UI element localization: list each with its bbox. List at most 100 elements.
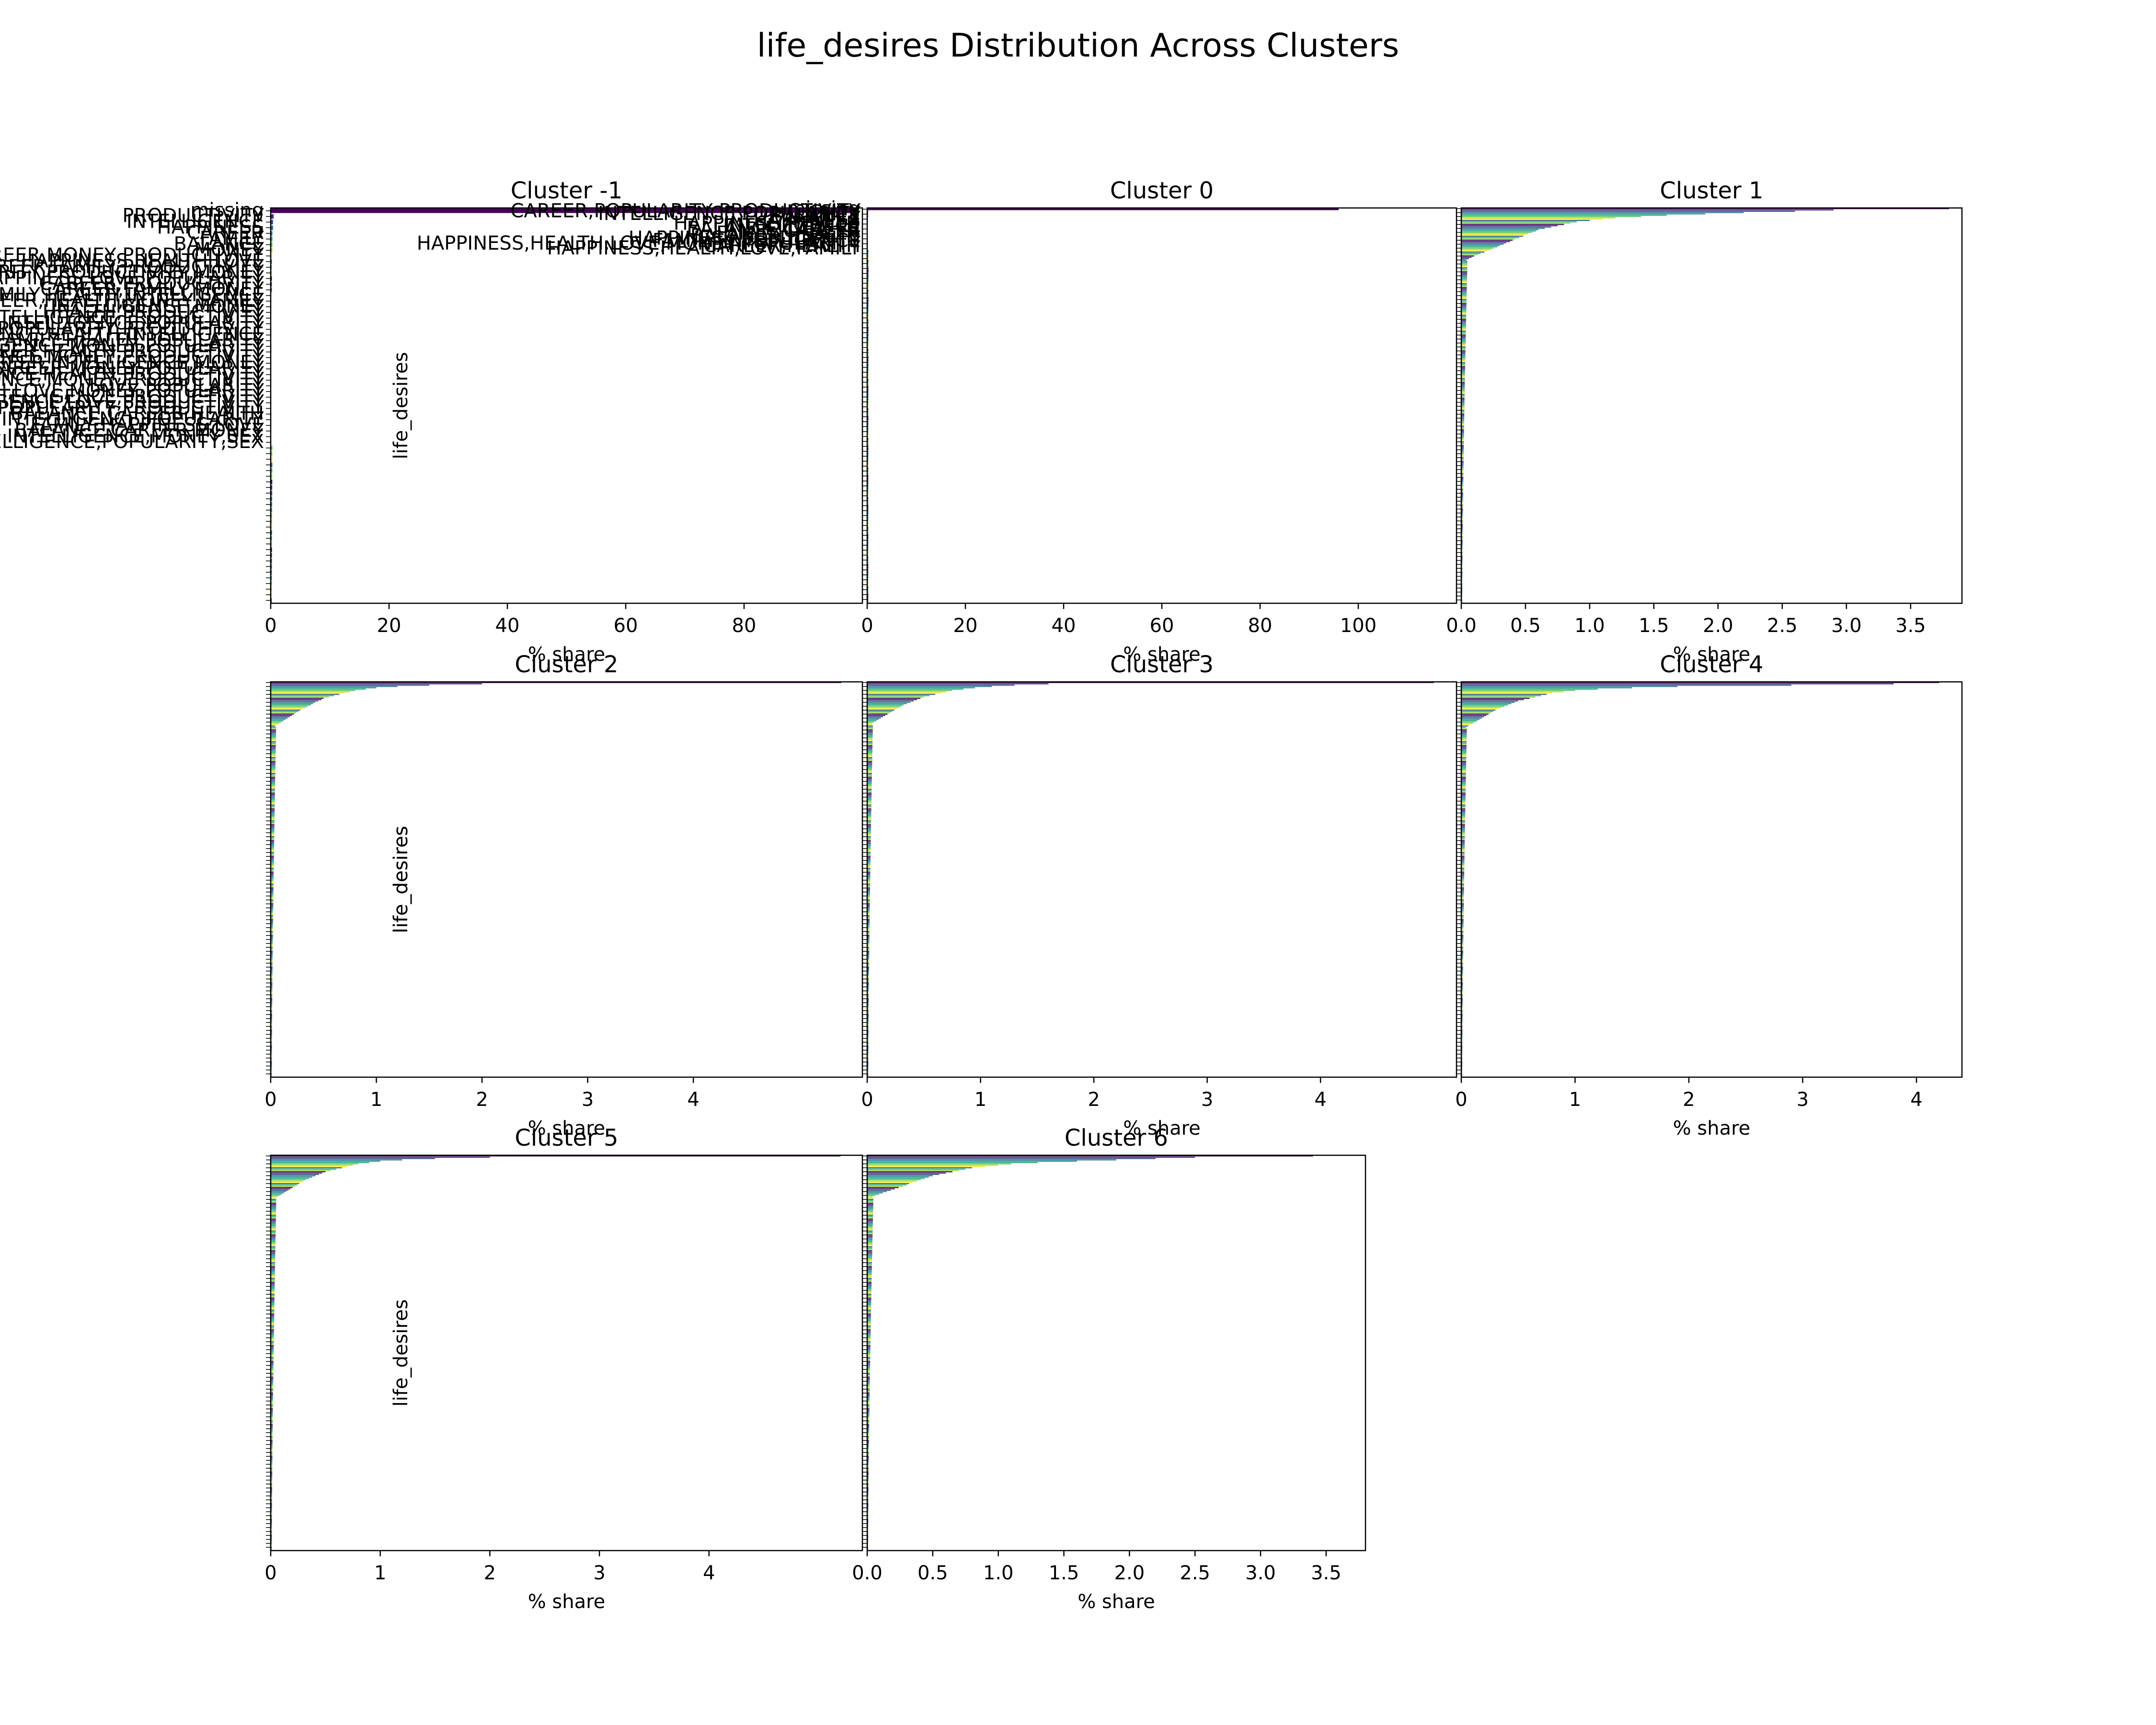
bar xyxy=(271,1167,342,1169)
bar xyxy=(271,814,275,815)
bar xyxy=(867,458,869,460)
bar xyxy=(271,1496,272,1498)
bar xyxy=(867,753,872,754)
bar xyxy=(867,512,869,514)
x-axis: 0.0 0.5 1.0 1.5 2.0 2.5 3.0 3.5 xyxy=(852,1551,1342,1584)
bar xyxy=(867,1444,869,1445)
bar xyxy=(867,1019,869,1021)
bar xyxy=(271,899,274,901)
bar xyxy=(1461,460,1464,461)
bar xyxy=(867,695,930,696)
bar xyxy=(271,237,273,242)
bar xyxy=(1461,341,1466,343)
bar xyxy=(1461,994,1463,996)
bar xyxy=(271,1358,274,1359)
bar xyxy=(867,289,869,292)
bar xyxy=(271,775,275,777)
bar xyxy=(271,1382,274,1383)
bar xyxy=(1461,382,1465,383)
bar xyxy=(867,928,870,930)
bar xyxy=(867,691,947,692)
bar xyxy=(271,1498,272,1499)
bar xyxy=(867,1377,870,1378)
bar xyxy=(1461,902,1464,903)
bar xyxy=(271,1010,273,1012)
bar xyxy=(867,1166,986,1167)
category-label: FAMILY,HAPPINESS,LOVE xyxy=(30,414,264,436)
bar xyxy=(867,1197,874,1199)
bar xyxy=(867,865,871,866)
bar xyxy=(1461,958,1463,960)
bar xyxy=(271,779,275,781)
bar xyxy=(1461,906,1464,907)
bar xyxy=(271,882,274,884)
bar xyxy=(1461,246,1498,248)
bar xyxy=(271,897,274,898)
bar xyxy=(1461,458,1464,460)
bar xyxy=(271,872,274,873)
category-label: CAREER,MONEY,POPULARITY xyxy=(0,357,264,380)
bar xyxy=(867,1155,1313,1157)
bar xyxy=(867,472,869,475)
bar xyxy=(1461,779,1466,781)
bar xyxy=(271,1338,274,1340)
bar xyxy=(867,1352,871,1353)
bar xyxy=(271,446,273,450)
bar xyxy=(1461,366,1466,368)
bar xyxy=(867,307,869,309)
bar xyxy=(271,795,275,796)
category-label: BALANCE,HEALTH xyxy=(690,225,860,247)
bar xyxy=(1461,473,1464,474)
axes-frame xyxy=(1460,681,1963,1078)
bar xyxy=(271,1359,274,1361)
bar xyxy=(1461,295,1467,296)
bar xyxy=(1461,436,1464,437)
x-tick-label: 20 xyxy=(953,615,978,637)
bar xyxy=(867,435,869,438)
bar xyxy=(867,935,870,936)
bar xyxy=(1461,889,1464,890)
bar xyxy=(867,332,869,334)
bar xyxy=(1461,250,1487,252)
bar xyxy=(867,823,872,824)
bar xyxy=(271,1197,275,1199)
bar xyxy=(1461,844,1465,845)
bar xyxy=(1461,541,1463,543)
bar xyxy=(1461,549,1463,551)
bar xyxy=(867,426,869,428)
bar xyxy=(1461,731,1467,732)
bar xyxy=(271,704,311,706)
category-label: HAPPINESS,POPULARITY xyxy=(629,227,861,249)
bar xyxy=(1461,484,1464,486)
bar xyxy=(867,1481,869,1482)
bar xyxy=(271,1012,273,1014)
bar xyxy=(867,482,869,484)
x-tick-label: 3 xyxy=(1201,1089,1213,1111)
bar xyxy=(867,341,869,344)
bar xyxy=(271,1022,272,1023)
bar xyxy=(867,470,869,472)
bar xyxy=(867,1356,871,1357)
bar xyxy=(271,740,276,741)
bar xyxy=(867,960,870,961)
bar xyxy=(1461,723,1473,724)
bar xyxy=(867,985,869,986)
bar xyxy=(271,231,273,236)
bar xyxy=(271,1157,490,1158)
bar xyxy=(271,690,356,691)
bar xyxy=(1461,408,1465,410)
bar xyxy=(867,1250,872,1252)
bar xyxy=(867,1185,903,1187)
bar xyxy=(867,713,888,715)
bar xyxy=(271,1325,274,1327)
bar xyxy=(1461,886,1464,887)
bar xyxy=(271,1222,276,1224)
bar xyxy=(867,816,872,817)
bar xyxy=(1461,762,1467,764)
bar xyxy=(271,684,429,686)
bar xyxy=(867,356,869,359)
bar xyxy=(867,1048,869,1049)
bar xyxy=(1461,407,1465,408)
bar xyxy=(271,1479,273,1481)
bar xyxy=(1461,936,1464,938)
